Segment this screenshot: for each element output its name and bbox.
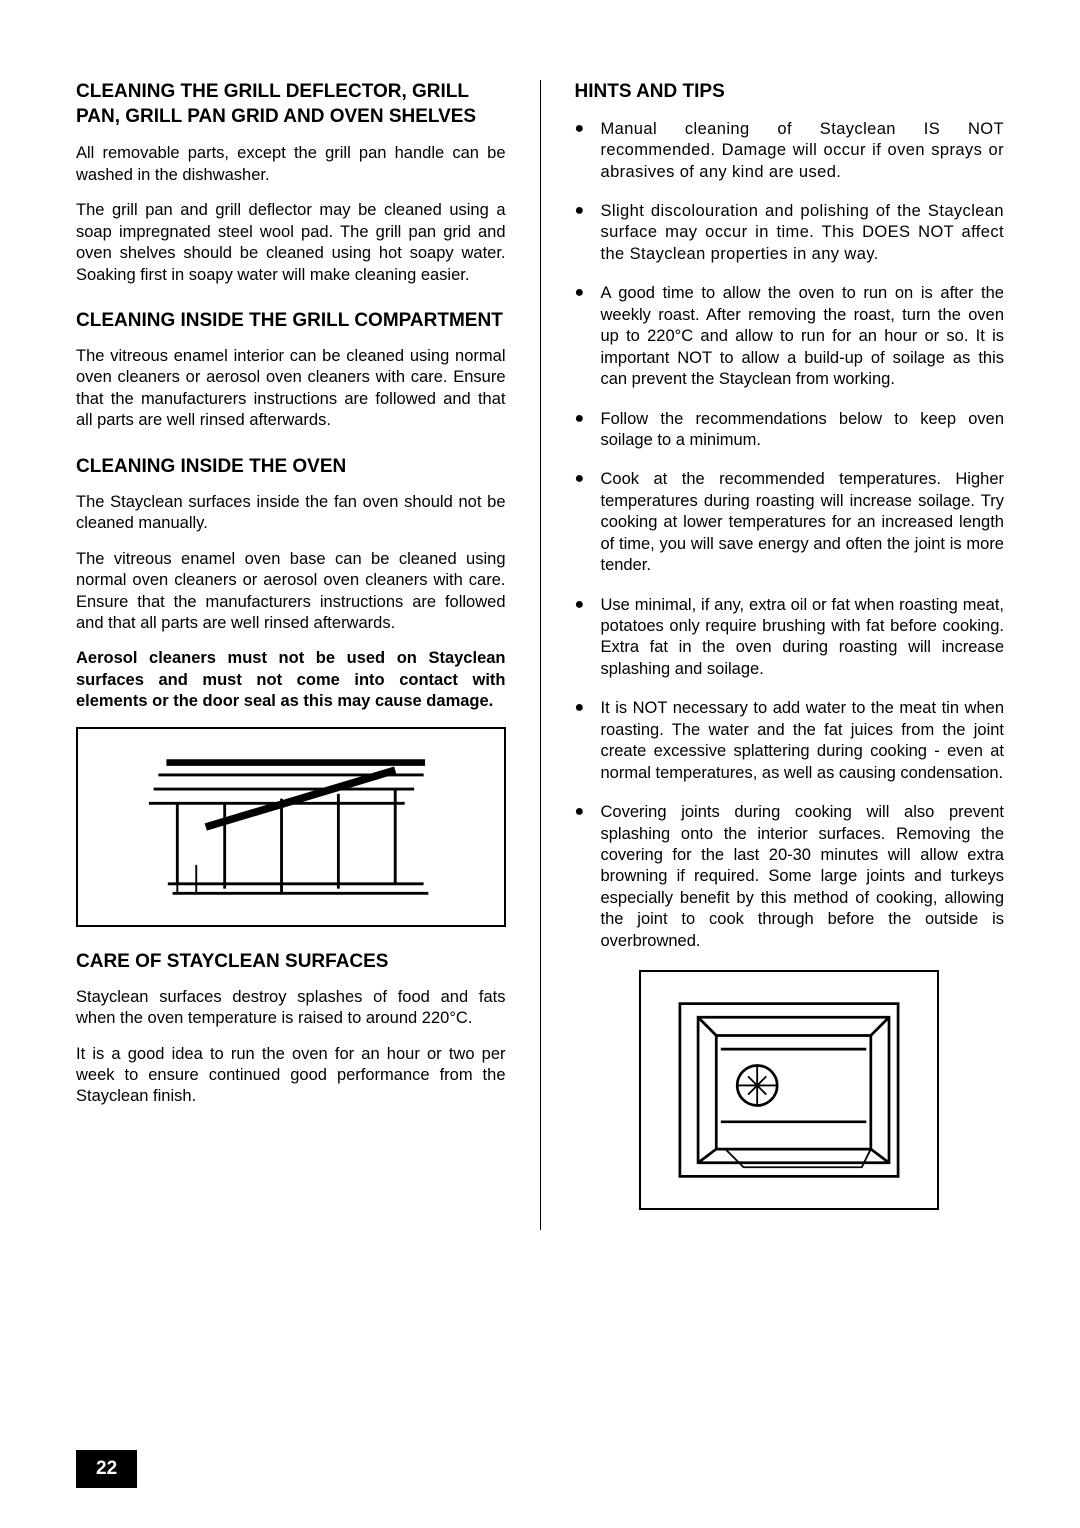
para-stayclean-fan: The Stayclean surfaces inside the fan ov… xyxy=(76,492,506,535)
hint-item: Use minimal, if any, extra oil or fat wh… xyxy=(575,595,1005,681)
heading-hints: HINTS AND TIPS xyxy=(575,80,1005,105)
left-column: CLEANING THE GRILL DEFLECTOR, GRILL PAN,… xyxy=(76,80,506,1230)
hint-item: It is NOT necessary to add water to the … xyxy=(575,698,1005,784)
figure-oven-interior xyxy=(639,970,939,1210)
figure-oven-shelf xyxy=(76,727,506,927)
hints-list: Manual cleaning of Stayclean IS NOT reco… xyxy=(575,119,1005,952)
para-removable: All removable parts, except the grill pa… xyxy=(76,143,506,186)
para-vitreous-grill: The vitreous enamel interior can be clea… xyxy=(76,346,506,432)
heading-grill-deflector: CLEANING THE GRILL DEFLECTOR, GRILL PAN,… xyxy=(76,80,506,129)
hint-item: Slight discolouration and polishing of t… xyxy=(575,201,1005,265)
hint-item: Covering joints during cooking will also… xyxy=(575,802,1005,952)
hint-item: Follow the recommendations below to keep… xyxy=(575,409,1005,452)
hint-item: Manual cleaning of Stayclean IS NOT reco… xyxy=(575,119,1005,183)
heading-inside-oven: CLEANING INSIDE THE OVEN xyxy=(76,456,506,478)
heading-care-stayclean: CARE OF STAYCLEAN SURFACES xyxy=(76,951,506,973)
para-good-idea: It is a good idea to run the oven for an… xyxy=(76,1044,506,1108)
para-stayclean-destroy: Stayclean surfaces destroy splashes of f… xyxy=(76,987,506,1030)
para-aerosol-warning: Aerosol cleaners must not be used on Sta… xyxy=(76,648,506,712)
page-number: 22 xyxy=(76,1450,137,1488)
para-grill-pan: The grill pan and grill deflector may be… xyxy=(76,200,506,286)
hint-item: A good time to allow the oven to run on … xyxy=(575,283,1005,390)
heading-inside-grill: CLEANING INSIDE THE GRILL COMPARTMENT xyxy=(76,310,506,332)
column-divider xyxy=(540,80,541,1230)
hint-item: Cook at the recommended temperatures. Hi… xyxy=(575,469,1005,576)
para-vitreous-oven: The vitreous enamel oven base can be cle… xyxy=(76,549,506,635)
right-column: HINTS AND TIPS Manual cleaning of Staycl… xyxy=(575,80,1005,1230)
